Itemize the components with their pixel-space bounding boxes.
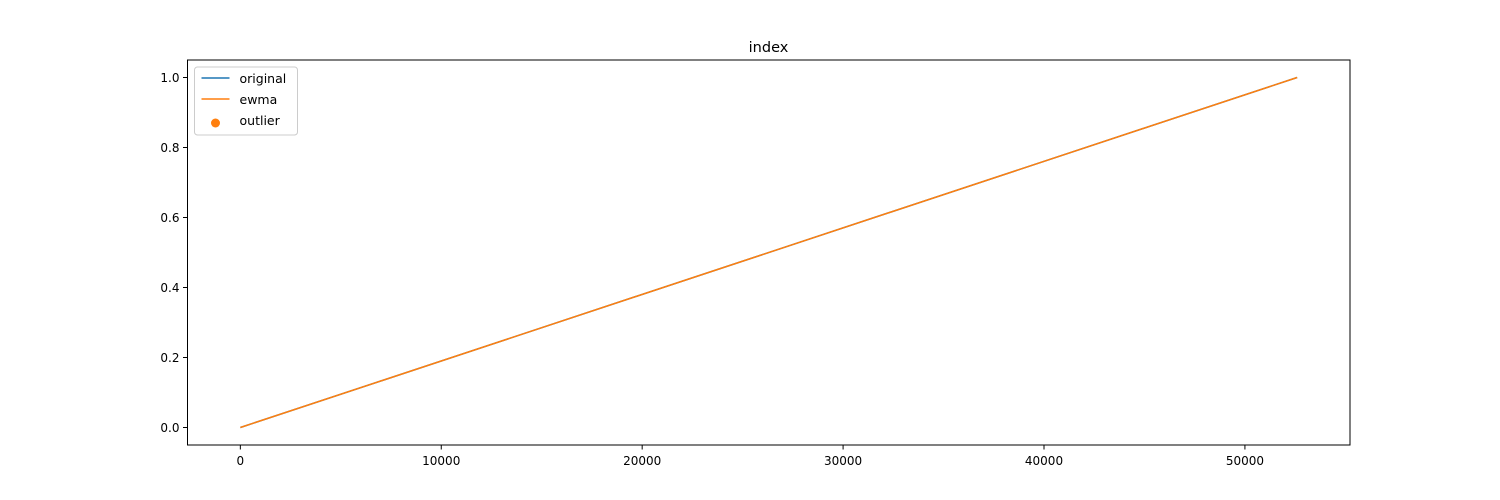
x-tick-label: 50000 (1226, 454, 1264, 468)
legend-box (194, 66, 298, 136)
legend-label-outlier: outlier (240, 113, 281, 128)
y-tick-label: 1.0 (160, 71, 179, 85)
plot-area: 0 10000 20000 30000 40000 50000 0.0 0.2 0.4 0.6 0.… (160, 59, 1351, 468)
x-tick-label: 40000 (1025, 454, 1063, 468)
x-tick-label: 10000 (422, 454, 460, 468)
y-tick-label: 0.4 (160, 281, 179, 295)
legend-label-ewma: ewma (240, 92, 278, 107)
y-tick-label: 0.6 (160, 211, 179, 225)
plot-frame (187, 59, 1351, 446)
chart-title: index (749, 40, 789, 56)
series-line-ewma (240, 76, 1298, 429)
x-tick-label: 20000 (623, 454, 661, 468)
legend-swatch-outlier (211, 118, 220, 128)
legend-label-original: original (240, 71, 287, 86)
x-tick-label: 30000 (824, 454, 862, 468)
y-tick-label: 0.8 (160, 141, 179, 155)
x-tick-label: 0 (237, 454, 245, 468)
y-tick-label: 0.0 (160, 421, 179, 435)
y-tick-label: 0.2 (160, 351, 179, 365)
